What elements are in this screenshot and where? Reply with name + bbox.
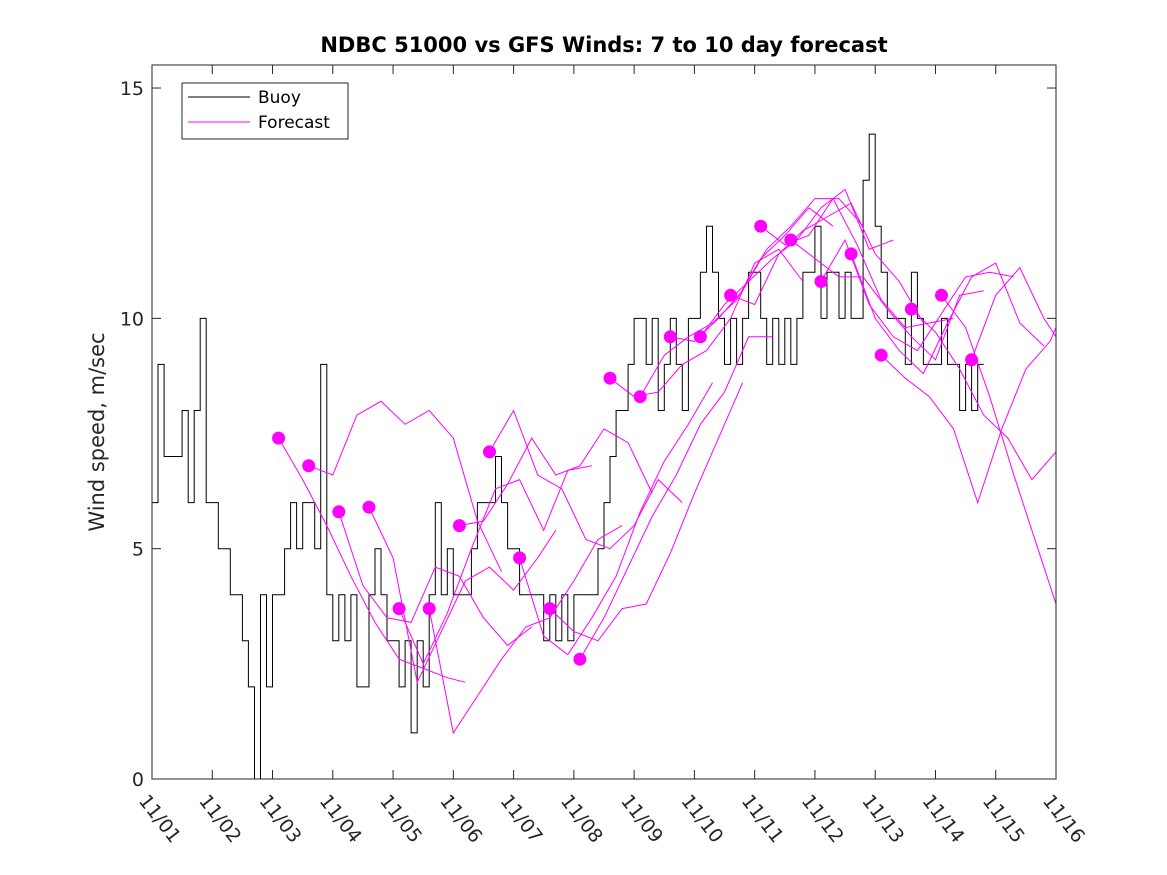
legend-box [181, 82, 349, 140]
forecast-run-7 [459, 428, 653, 527]
y-tick-label: 15 [120, 78, 144, 100]
forecast-run-10 [549, 382, 744, 642]
x-tick-label: 11/11 [737, 791, 788, 848]
forecast-start-markers [272, 219, 979, 666]
forecast-start-marker [573, 652, 587, 666]
x-tick-label: 11/14 [918, 791, 969, 848]
forecast-run-8 [489, 409, 683, 550]
y-axis-label: Wind speed, m/sec [85, 332, 109, 531]
forecast-start-marker [693, 330, 707, 344]
x-tick-label: 11/03 [255, 791, 306, 848]
x-tick-label: 11/12 [797, 791, 848, 848]
x-tick-label: 11/13 [857, 791, 908, 848]
forecast-run-18 [790, 239, 984, 361]
y-tick-label: 5 [132, 539, 144, 561]
x-tick-label: 11/04 [315, 791, 366, 848]
forecast-start-marker [603, 371, 617, 385]
forecast-start-marker [452, 519, 466, 533]
forecast-run-4 [368, 506, 557, 684]
forecast-start-marker [633, 390, 647, 404]
x-tick-label: 11/09 [616, 791, 667, 848]
forecast-run-11 [579, 336, 773, 660]
forecast-run-5 [398, 465, 592, 666]
forecast-start-marker [965, 353, 979, 367]
forecast-run-6 [428, 525, 623, 735]
forecast-series [278, 188, 1057, 735]
x-tick-label: 11/16 [1038, 791, 1089, 848]
forecast-start-marker [332, 505, 346, 519]
x-tick-label: 11/02 [194, 791, 245, 848]
forecast-start-marker [784, 233, 798, 247]
y-tick-label: 0 [132, 769, 144, 791]
legend: Buoy Forecast [181, 82, 349, 140]
forecast-start-marker [814, 275, 828, 288]
buoy-series [152, 133, 984, 780]
x-tick-label: 11/10 [676, 791, 727, 848]
legend-forecast-label: Forecast [258, 113, 330, 133]
forecast-start-marker [362, 500, 376, 514]
forecast-run-3 [338, 511, 533, 647]
forecast-start-marker [844, 247, 858, 261]
forecast-start-marker [874, 348, 888, 362]
forecast-run-9 [519, 382, 713, 656]
forecast-start-marker [422, 602, 436, 616]
forecast-run-19 [820, 238, 1014, 352]
forecast-run-21 [880, 327, 1057, 505]
forecast-start-marker [904, 302, 918, 316]
forecast-start-marker [302, 459, 316, 473]
forecast-start-marker [543, 602, 557, 616]
forecast-run-20 [850, 253, 1045, 375]
x-tick-label: 11/01 [134, 791, 185, 848]
plot-area [152, 65, 1056, 779]
x-tick-label: 11/05 [375, 791, 426, 848]
x-tick-label: 11/08 [556, 791, 607, 848]
forecast-start-marker [754, 219, 768, 233]
forecast-start-marker [483, 445, 496, 459]
forecast-run-24 [971, 266, 1057, 360]
axes-box [151, 64, 1057, 780]
forecast-start-marker [935, 288, 948, 302]
forecast-start-marker [392, 602, 406, 616]
forecast-start-marker [272, 431, 286, 445]
forecast-run-22 [911, 308, 1057, 481]
forecast-run-13 [639, 207, 834, 397]
forecast-start-marker [513, 551, 527, 565]
legend-buoy-label: Buoy [258, 88, 301, 108]
forecast-start-marker [724, 288, 738, 302]
forecast-run-2 [308, 400, 502, 572]
forecast-run-16 [730, 202, 924, 324]
chart-title: NDBC 51000 vs GFS Winds: 7 to 10 day for… [320, 33, 887, 57]
buoy-line [152, 133, 984, 780]
forecast-start-marker [663, 330, 677, 344]
x-tick-label: 11/07 [496, 791, 547, 848]
forecast-run-23 [941, 295, 1057, 605]
x-tick-label: 11/06 [435, 791, 486, 848]
x-tick-label: 11/15 [978, 791, 1029, 848]
forecast-run-1 [278, 437, 466, 683]
y-tick-label: 10 [120, 308, 144, 330]
